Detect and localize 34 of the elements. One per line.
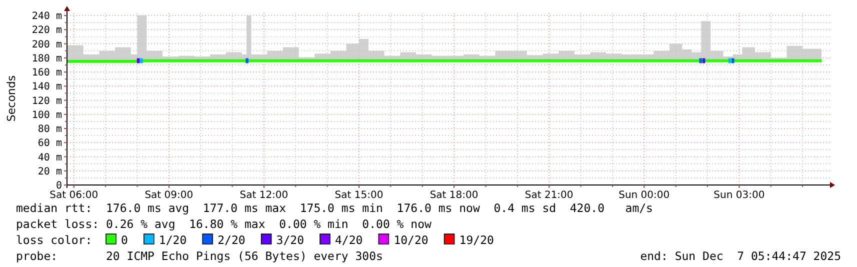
legend-label: 10/20 bbox=[394, 233, 428, 247]
legend-label: 19/20 bbox=[459, 233, 494, 247]
x-tick-label: Sat 06:00 bbox=[50, 190, 98, 201]
y-tick-label: 160 m bbox=[32, 68, 62, 79]
legend-label: 1/20 bbox=[158, 233, 187, 247]
y-tick-label: 240 m bbox=[32, 11, 62, 22]
y-tick-label: 0 bbox=[56, 180, 62, 192]
y-tick-label: 40 m bbox=[38, 152, 62, 164]
legend-label: 3/20 bbox=[276, 233, 304, 247]
x-tick-label: Sat 12:00 bbox=[240, 190, 288, 201]
y-tick-label: 20 m bbox=[38, 166, 62, 178]
text: probe: 20 ICMP Echo Pings (56 Bytes) every 300s bbox=[16, 249, 383, 263]
y-tick-label: 200 m bbox=[32, 39, 62, 50]
y-tick-label: 180 m bbox=[32, 53, 62, 64]
text: packet loss: 0.26 % avg 16.80 % max 0.00 % min 0.00 % now bbox=[16, 217, 432, 231]
legend-label: 0 bbox=[121, 233, 128, 247]
x-tick-label: Sat 18:00 bbox=[430, 190, 478, 201]
x-tick-label: Sat 09:00 bbox=[144, 190, 194, 201]
y-tick-label: 60 m bbox=[38, 138, 62, 150]
x-tick-label: Sat 15:00 bbox=[334, 190, 384, 201]
y-tick-label: 100 m bbox=[32, 110, 62, 121]
y-tick-label: 80 m bbox=[38, 124, 62, 136]
x-tick-label: Sun 00:00 bbox=[618, 190, 670, 201]
y-tick-label: 220 m bbox=[32, 25, 62, 36]
x-tick-label: Sun 03:00 bbox=[714, 190, 765, 201]
x-tick-label: Sat 21:00 bbox=[524, 190, 574, 201]
y-axis-title: Seconds bbox=[5, 75, 18, 122]
y-tick-label: 120 m bbox=[32, 96, 62, 107]
legend-label: 2/20 bbox=[218, 233, 246, 247]
legend-title: loss color: bbox=[16, 233, 92, 247]
text: median rtt: 176.0 ms avg 177.0 ms max 175.0 ms min 176.0 ms now 0.4 ms sd 420.0 am/s bbox=[16, 201, 653, 215]
text: end: Sun Dec 7 05:44:47 2025 bbox=[640, 249, 841, 263]
y-tick-label: 140 m bbox=[32, 82, 62, 93]
legend-label: 4/20 bbox=[335, 233, 363, 247]
